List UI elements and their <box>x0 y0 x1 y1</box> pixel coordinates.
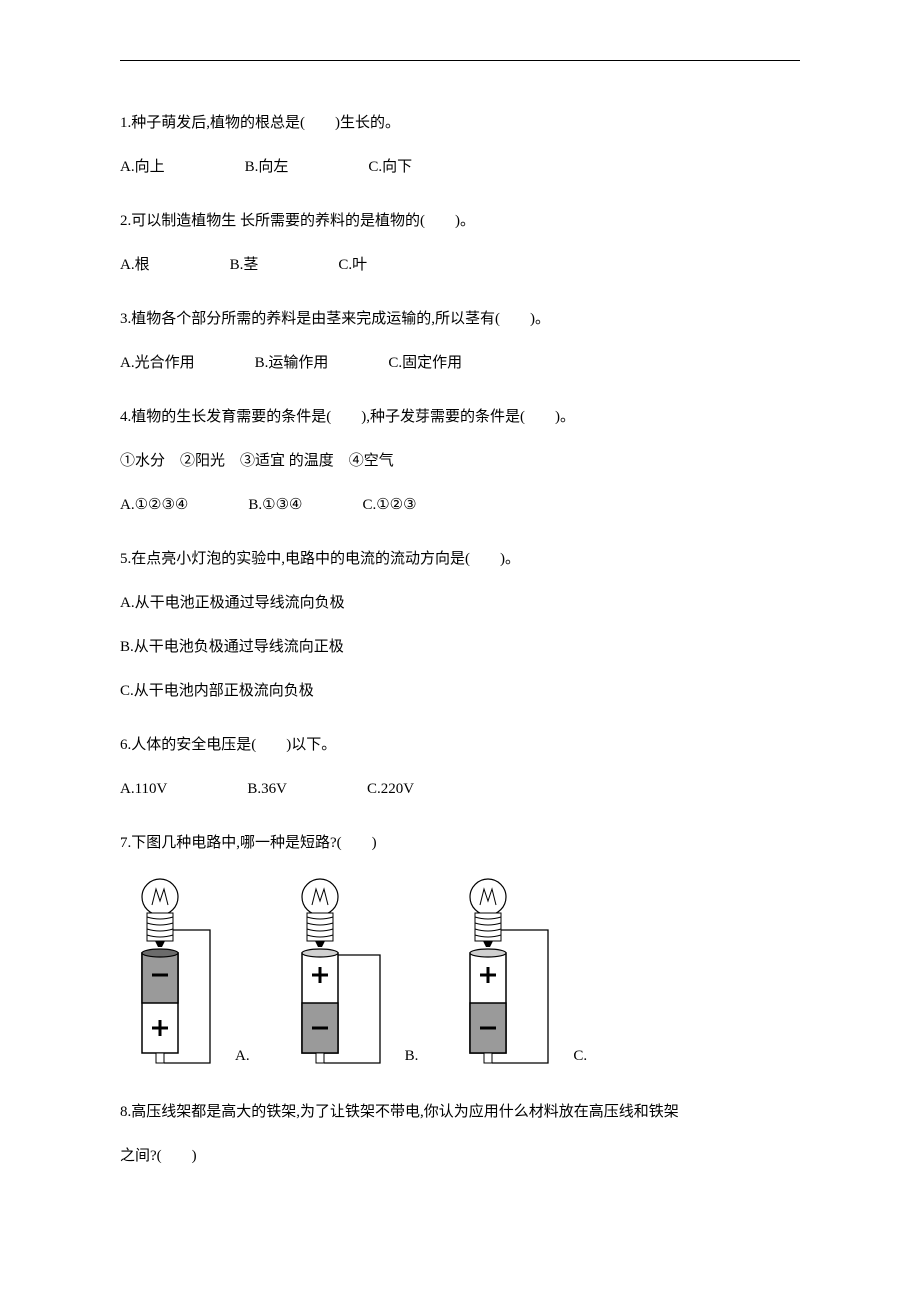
question-text: 2.可以制造植物生 长所需要的养料的是植物的( )。 <box>120 209 800 233</box>
options-row: A.①②③④ B.①③④ C.①②③ <box>120 493 800 517</box>
diagram-c-label: C. <box>573 1044 587 1068</box>
diagram-b-wrap: B. <box>280 875 419 1070</box>
question-text: 7.下图几种电路中,哪一种是短路?( ) <box>120 831 800 855</box>
question-text: 6.人体的安全电压是( )以下。 <box>120 733 800 757</box>
option-c: C.①②③ <box>362 493 416 517</box>
option-b: B.36V <box>247 777 287 801</box>
question-1: 1.种子萌发后,植物的根总是( )生长的。 A.向上 B.向左 C.向下 <box>120 111 800 179</box>
option-c: C.叶 <box>338 253 367 277</box>
option-c: C.220V <box>367 777 414 801</box>
option-c: C.从干电池内部正极流向负极 <box>120 679 800 703</box>
diagram-b-label: B. <box>405 1044 419 1068</box>
question-text-line2: 之间?( ) <box>120 1144 800 1168</box>
question-2: 2.可以制造植物生 长所需要的养料的是植物的( )。 A.根 B.茎 C.叶 <box>120 209 800 277</box>
option-a: A.110V <box>120 777 167 801</box>
circuit-diagram-c <box>448 875 578 1070</box>
circuit-diagrams: A. B. <box>120 875 800 1070</box>
question-text-line1: 8.高压线架都是高大的铁架,为了让铁架不带电,你认为应用什么材料放在高压线和铁架 <box>120 1100 800 1124</box>
option-a: A.光合作用 <box>120 351 195 375</box>
option-b: B.从干电池负极通过导线流向正极 <box>120 635 800 659</box>
options-row: A.根 B.茎 C.叶 <box>120 253 800 277</box>
option-b: B.茎 <box>230 253 259 277</box>
question-4: 4.植物的生长发育需要的条件是( ),种子发芽需要的条件是( )。 ①水分 ②阳… <box>120 405 800 517</box>
option-b: B.①③④ <box>248 493 302 517</box>
question-text: 3.植物各个部分所需的养料是由茎来完成运输的,所以茎有( )。 <box>120 307 800 331</box>
option-a: A.向上 <box>120 155 165 179</box>
question-text: 4.植物的生长发育需要的条件是( ),种子发芽需要的条件是( )。 <box>120 405 800 429</box>
option-b: B.运输作用 <box>255 351 329 375</box>
circuit-diagram-a <box>120 875 240 1070</box>
sub-options: ①水分 ②阳光 ③适宜 的温度 ④空气 <box>120 449 800 473</box>
option-c: C.固定作用 <box>388 351 462 375</box>
question-3: 3.植物各个部分所需的养料是由茎来完成运输的,所以茎有( )。 A.光合作用 B… <box>120 307 800 375</box>
options-row: A.110V B.36V C.220V <box>120 777 800 801</box>
options-row: A.光合作用 B.运输作用 C.固定作用 <box>120 351 800 375</box>
options-row: A.向上 B.向左 C.向下 <box>120 155 800 179</box>
option-a: A.从干电池正极通过导线流向负极 <box>120 591 800 615</box>
question-6: 6.人体的安全电压是( )以下。 A.110V B.36V C.220V <box>120 733 800 801</box>
option-a: A.①②③④ <box>120 493 188 517</box>
horizontal-rule <box>120 60 800 61</box>
question-text: 1.种子萌发后,植物的根总是( )生长的。 <box>120 111 800 135</box>
question-7: 7.下图几种电路中,哪一种是短路?( ) <box>120 831 800 1070</box>
option-a: A.根 <box>120 253 150 277</box>
option-b: B.向左 <box>245 155 289 179</box>
diagram-c-wrap: C. <box>448 875 587 1070</box>
option-c: C.向下 <box>368 155 412 179</box>
circuit-diagram-b <box>280 875 410 1070</box>
diagram-a-label: A. <box>235 1044 250 1068</box>
question-8: 8.高压线架都是高大的铁架,为了让铁架不带电,你认为应用什么材料放在高压线和铁架… <box>120 1100 800 1168</box>
diagram-a-wrap: A. <box>120 875 250 1070</box>
question-text: 5.在点亮小灯泡的实验中,电路中的电流的流动方向是( )。 <box>120 547 800 571</box>
question-5: 5.在点亮小灯泡的实验中,电路中的电流的流动方向是( )。 A.从干电池正极通过… <box>120 547 800 703</box>
